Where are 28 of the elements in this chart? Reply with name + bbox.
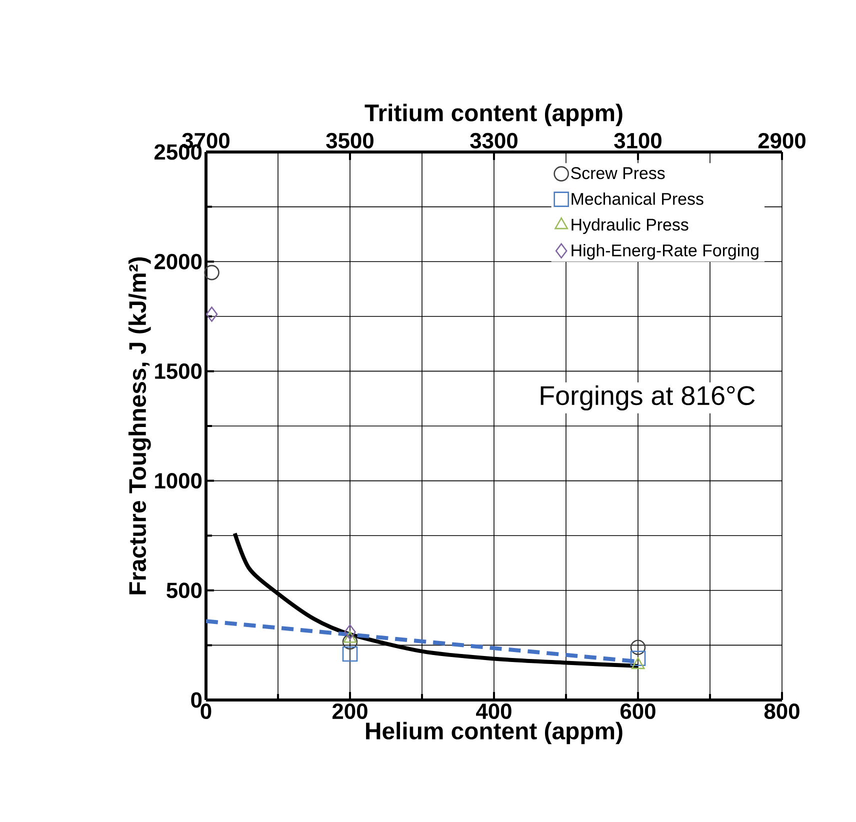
- y-tick-label: 1000: [155, 473, 202, 489]
- x2-tick-label: 2900: [758, 132, 806, 148]
- x2-axis-title: Tritium content (appm): [364, 104, 622, 126]
- y-tick-label: 2000: [154, 254, 202, 270]
- point: [344, 624, 356, 640]
- x-tick-label: 400: [476, 704, 512, 720]
- annotation: Forgings at 816°C: [540, 385, 755, 410]
- y-axis-title: Fracture Toughness, J (kJ/m²): [128, 257, 151, 594]
- x-tick-label: 600: [620, 704, 656, 720]
- point: [630, 650, 646, 666]
- x2-tick-label: 3100: [614, 132, 662, 148]
- point: [204, 264, 220, 280]
- y-tick-label: 0: [191, 692, 202, 708]
- x-tick-label: 800: [764, 704, 800, 720]
- legend-label: Mechanical Press: [572, 192, 704, 205]
- x-tick-label: 200: [332, 704, 368, 720]
- point: [342, 634, 358, 650]
- y-tick-label: 500: [166, 582, 202, 598]
- point: [342, 646, 358, 662]
- point: [630, 640, 646, 656]
- y-tick-label: 1500: [155, 363, 202, 379]
- legend-label: Hydraulic Press: [572, 218, 688, 234]
- point: [206, 306, 218, 322]
- x-axis-title: Helium content (appm): [366, 722, 622, 744]
- x2-tick-label: 3500: [326, 132, 374, 148]
- x2-tick-label: 3300: [470, 132, 518, 148]
- legend-label: High-Energ-Rate Forging: [572, 244, 758, 260]
- legend-label: Screw Press: [571, 167, 665, 180]
